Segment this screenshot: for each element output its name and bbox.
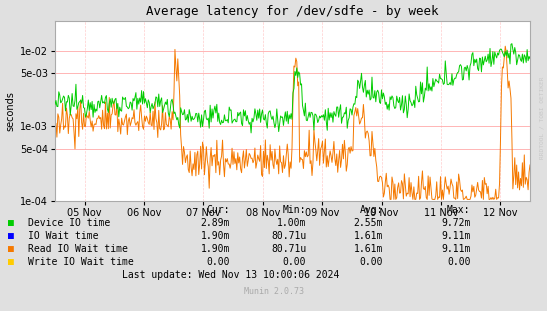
Text: Device IO time: Device IO time xyxy=(28,218,110,228)
Text: Read IO Wait time: Read IO Wait time xyxy=(28,244,129,254)
Text: 9.11m: 9.11m xyxy=(441,244,470,254)
Y-axis label: seconds: seconds xyxy=(6,91,16,131)
Text: Min:: Min: xyxy=(283,205,306,215)
Text: 2.55m: 2.55m xyxy=(353,218,383,228)
Text: 9.11m: 9.11m xyxy=(441,231,470,241)
Text: ■: ■ xyxy=(8,231,14,241)
Text: 1.00m: 1.00m xyxy=(277,218,306,228)
Text: 1.90m: 1.90m xyxy=(200,231,230,241)
Text: Max:: Max: xyxy=(447,205,470,215)
Text: 2.89m: 2.89m xyxy=(200,218,230,228)
Text: 0.00: 0.00 xyxy=(447,257,470,267)
Text: 9.72m: 9.72m xyxy=(441,218,470,228)
Text: 80.71u: 80.71u xyxy=(271,231,306,241)
Text: ■: ■ xyxy=(8,244,14,254)
Text: RRDTOOL / TOBI OETIKER: RRDTOOL / TOBI OETIKER xyxy=(539,77,544,160)
Text: Avg:: Avg: xyxy=(359,205,383,215)
Text: ■: ■ xyxy=(8,257,14,267)
Title: Average latency for /dev/sdfe - by week: Average latency for /dev/sdfe - by week xyxy=(146,6,439,18)
Text: 1.90m: 1.90m xyxy=(200,244,230,254)
Text: Cur:: Cur: xyxy=(206,205,230,215)
Text: 80.71u: 80.71u xyxy=(271,244,306,254)
Text: 0.00: 0.00 xyxy=(206,257,230,267)
Text: Write IO Wait time: Write IO Wait time xyxy=(28,257,134,267)
Text: 0.00: 0.00 xyxy=(359,257,383,267)
Text: IO Wait time: IO Wait time xyxy=(28,231,99,241)
Text: Munin 2.0.73: Munin 2.0.73 xyxy=(243,287,304,296)
Text: 1.61m: 1.61m xyxy=(353,244,383,254)
Text: ■: ■ xyxy=(8,218,14,228)
Text: 1.61m: 1.61m xyxy=(353,231,383,241)
Text: 0.00: 0.00 xyxy=(283,257,306,267)
Text: Last update: Wed Nov 13 10:00:06 2024: Last update: Wed Nov 13 10:00:06 2024 xyxy=(122,270,339,280)
